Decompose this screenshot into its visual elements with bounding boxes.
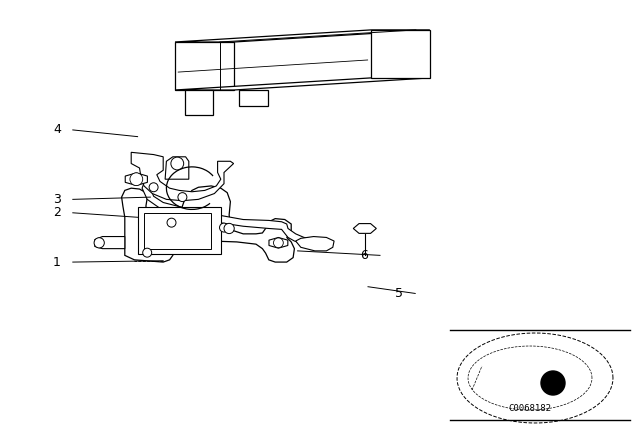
Text: 4: 4 [53,123,61,137]
Polygon shape [175,78,430,90]
Polygon shape [353,224,376,233]
Polygon shape [371,30,430,78]
Polygon shape [269,237,288,248]
Polygon shape [125,173,147,185]
Circle shape [171,157,184,170]
Text: C0068182: C0068182 [509,404,552,413]
Circle shape [178,193,187,202]
Circle shape [167,218,176,227]
Circle shape [149,183,158,192]
Polygon shape [184,90,213,115]
Circle shape [220,223,228,232]
Polygon shape [142,175,320,246]
Polygon shape [131,152,234,201]
Text: 5: 5 [396,287,403,300]
Text: 2: 2 [53,206,61,220]
Circle shape [130,173,143,185]
Polygon shape [138,207,221,254]
Polygon shape [296,237,334,251]
Text: 6: 6 [360,249,368,262]
Circle shape [143,248,152,257]
Text: 1: 1 [53,255,61,269]
Circle shape [541,371,565,395]
Polygon shape [95,237,125,249]
Circle shape [273,238,284,248]
Circle shape [94,238,104,248]
Circle shape [224,224,234,233]
Polygon shape [175,42,234,90]
Polygon shape [144,213,211,249]
Polygon shape [122,186,294,262]
Polygon shape [175,30,430,42]
Polygon shape [239,90,268,106]
Text: 3: 3 [53,193,61,206]
Polygon shape [165,157,189,179]
